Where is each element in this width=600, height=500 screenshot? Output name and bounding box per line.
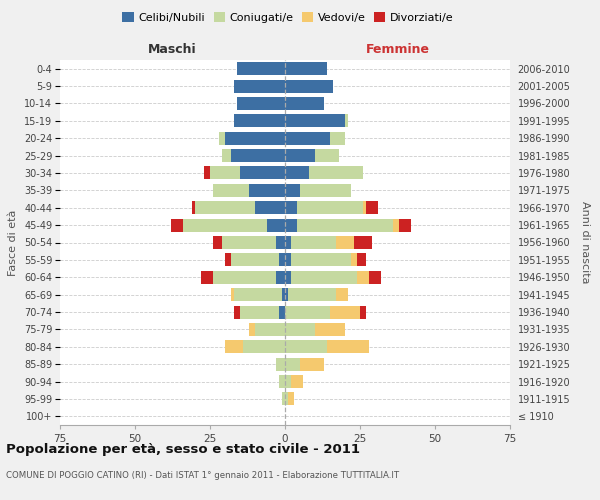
Bar	[297, 201, 363, 214]
Bar	[285, 358, 300, 370]
Bar	[357, 270, 369, 284]
Bar	[300, 358, 324, 370]
Bar	[285, 236, 291, 249]
Bar	[279, 254, 285, 266]
Bar	[345, 114, 348, 128]
Bar	[357, 254, 366, 266]
Bar	[285, 218, 297, 232]
Bar	[285, 80, 333, 92]
Bar	[285, 270, 291, 284]
Bar	[291, 375, 303, 388]
Bar	[282, 392, 285, 406]
Bar	[327, 340, 369, 353]
Bar	[231, 149, 285, 162]
Bar	[276, 270, 285, 284]
Bar	[399, 218, 411, 232]
Bar	[276, 358, 285, 370]
Bar	[291, 236, 336, 249]
Text: Femmine: Femmine	[365, 42, 430, 56]
Bar	[300, 184, 351, 197]
Bar	[231, 288, 234, 301]
Bar	[201, 270, 213, 284]
Bar	[285, 254, 291, 266]
Text: Popolazione per età, sesso e stato civile - 2011: Popolazione per età, sesso e stato civil…	[6, 442, 360, 456]
Bar	[369, 270, 381, 284]
Bar	[237, 62, 285, 75]
Bar	[195, 201, 255, 214]
Bar	[240, 306, 279, 318]
Legend: Celibi/Nubili, Coniugati/e, Vedovi/e, Divorziati/e: Celibi/Nubili, Coniugati/e, Vedovi/e, Di…	[118, 8, 458, 28]
Bar	[213, 184, 249, 197]
Bar	[231, 254, 279, 266]
Bar	[285, 149, 315, 162]
Bar	[183, 218, 267, 232]
Bar	[285, 114, 345, 128]
Bar	[315, 323, 345, 336]
Bar	[288, 288, 336, 301]
Bar	[243, 340, 285, 353]
Bar	[234, 80, 285, 92]
Bar	[309, 166, 363, 179]
Bar	[285, 201, 297, 214]
Bar	[249, 323, 255, 336]
Bar	[279, 306, 285, 318]
Bar	[351, 254, 357, 266]
Bar	[234, 306, 240, 318]
Bar	[285, 97, 324, 110]
Y-axis label: Fasce di età: Fasce di età	[8, 210, 19, 276]
Bar	[225, 132, 285, 144]
Bar	[336, 236, 354, 249]
Bar	[366, 201, 378, 214]
Bar	[285, 166, 309, 179]
Bar	[255, 201, 285, 214]
Bar	[222, 236, 276, 249]
Bar	[204, 166, 210, 179]
Bar	[171, 218, 183, 232]
Bar	[393, 218, 399, 232]
Bar	[285, 306, 330, 318]
Bar	[240, 166, 285, 179]
Text: COMUNE DI POGGIO CATINO (RI) - Dati ISTAT 1° gennaio 2011 - Elaborazione TUTTITA: COMUNE DI POGGIO CATINO (RI) - Dati ISTA…	[6, 470, 399, 480]
Bar	[360, 306, 366, 318]
Bar	[276, 236, 285, 249]
Bar	[225, 340, 243, 353]
Bar	[225, 254, 231, 266]
Bar	[255, 323, 285, 336]
Bar	[288, 392, 294, 406]
Bar	[363, 201, 366, 214]
Bar	[315, 149, 339, 162]
Bar	[285, 340, 327, 353]
Bar	[213, 236, 222, 249]
Bar	[285, 132, 330, 144]
Bar	[210, 166, 240, 179]
Bar	[249, 184, 285, 197]
Bar	[279, 375, 285, 388]
Bar	[219, 132, 225, 144]
Bar	[234, 288, 282, 301]
Bar	[285, 323, 315, 336]
Bar	[285, 62, 327, 75]
Text: Maschi: Maschi	[148, 42, 197, 56]
Y-axis label: Anni di nascita: Anni di nascita	[580, 201, 590, 284]
Bar	[297, 218, 393, 232]
Bar	[291, 270, 357, 284]
Bar	[222, 149, 231, 162]
Bar	[291, 254, 351, 266]
Bar	[267, 218, 285, 232]
Bar	[282, 288, 285, 301]
Bar	[285, 392, 288, 406]
Bar	[285, 375, 291, 388]
Bar	[330, 306, 360, 318]
Bar	[330, 132, 345, 144]
Bar	[354, 236, 372, 249]
Bar	[285, 184, 300, 197]
Bar	[285, 288, 288, 301]
Bar	[237, 97, 285, 110]
Bar	[234, 114, 285, 128]
Bar	[336, 288, 348, 301]
Bar	[192, 201, 195, 214]
Bar	[213, 270, 276, 284]
